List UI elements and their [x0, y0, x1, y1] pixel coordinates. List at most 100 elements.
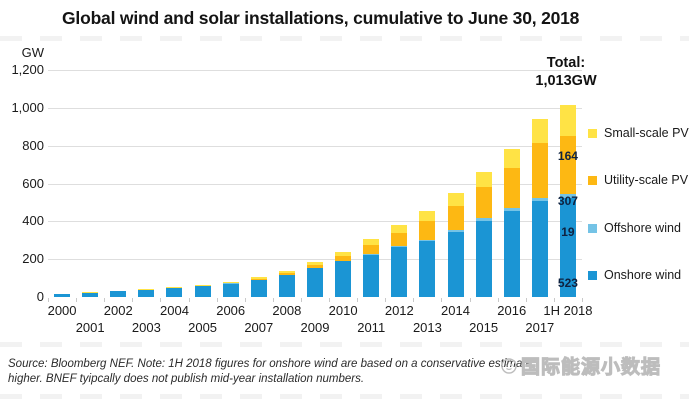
x-tick [385, 298, 387, 302]
gridline-400 [48, 221, 582, 223]
segment-onshore-wind [306, 268, 323, 297]
bar-2014 [441, 193, 469, 297]
bar-2003 [132, 289, 160, 297]
segment-utility-scale-pv [306, 265, 323, 268]
gridline-800 [48, 145, 582, 147]
bar-2002 [104, 290, 132, 297]
segment-utility-scale-pv [391, 233, 408, 247]
x-tick-label-2017: 2017 [525, 320, 555, 335]
x-tick-label-2016: 2016 [497, 303, 527, 318]
legend-swatch-icon [588, 175, 597, 185]
x-tick [244, 298, 246, 302]
source-note: Source: Bloomberg NEF. Note: 1H 2018 fig… [8, 357, 668, 387]
bar-2000 [48, 293, 76, 297]
segment-utility-scale-pv [447, 206, 464, 231]
segment-onshore-wind [138, 289, 155, 297]
segment-onshore-wind [194, 286, 211, 297]
legend-item-offshore-wind: Offshore wind [588, 221, 681, 235]
segment-offshore-wind [363, 253, 380, 255]
segment-small-scale-pv [531, 118, 548, 144]
x-tick [441, 298, 443, 302]
bar-2010 [329, 251, 357, 297]
x-tick [104, 298, 106, 302]
legend: Small-scale PV Utility-scale PV Offshore w… [588, 0, 689, 400]
legend-swatch-icon [588, 128, 597, 138]
x-tick [132, 298, 134, 302]
segment-small-scale-pv [335, 251, 352, 256]
segment-offshore-wind [335, 260, 352, 262]
x-tick [160, 298, 162, 302]
legend-item-utility-scale-pv: Utility-scale PV [588, 173, 688, 187]
bar-2015 [470, 171, 498, 297]
x-tick [553, 298, 555, 302]
legend-swatch-icon [588, 223, 597, 233]
x-tick-label-2015: 2015 [469, 320, 499, 335]
bar-2011 [357, 238, 385, 297]
segment-onshore-wind [363, 254, 380, 297]
segment-value-label: 307 [557, 193, 578, 208]
segment-small-scale-pv [447, 193, 464, 207]
segment-onshore-wind [82, 292, 99, 297]
bar-2005 [189, 284, 217, 297]
chart-title: Global wind and solar installations, cum… [62, 8, 580, 28]
x-tick-label-2008: 2008 [272, 303, 302, 318]
legend-label: Small-scale PV [604, 126, 689, 140]
x-axis: 2000 2001 2002 2003 2004 2005 2006 2007 2008 2009… [48, 297, 593, 341]
segment-small-scale-pv [419, 210, 436, 222]
x-tick [188, 298, 190, 302]
segment-utility-scale-pv [419, 221, 436, 240]
y-tick-label-800: 800 [22, 137, 44, 153]
x-tick-label-2005: 2005 [188, 320, 218, 335]
x-tick-label-2012: 2012 [384, 303, 414, 318]
x-tick [469, 298, 471, 302]
segment-small-scale-pv [194, 284, 211, 286]
segment-onshore-wind [419, 241, 436, 297]
gridline-200 [48, 259, 582, 261]
faint-dash-row-bottom [0, 394, 689, 399]
bar-2016 [498, 149, 526, 297]
y-axis-unit: GW [21, 45, 44, 60]
segment-utility-scale-pv [559, 136, 576, 195]
plot-area: 523 19 307 164 [48, 70, 582, 297]
source-note-line2: higher. BNEF tyipcally does not publish … [8, 373, 365, 385]
segment-small-scale-pv [250, 277, 267, 279]
y-tick-label-1200: 1,200 [11, 62, 44, 77]
segment-offshore-wind [447, 230, 464, 232]
x-tick-label-2001: 2001 [75, 320, 105, 335]
total-annotation-line1: Total: [546, 55, 586, 71]
segment-value-label: 19 [561, 224, 575, 239]
gridline-600 [48, 183, 582, 185]
x-tick [582, 298, 583, 302]
segment-offshore-wind [531, 197, 548, 202]
x-tick [413, 298, 415, 302]
x-tick-label-2004: 2004 [160, 303, 189, 318]
segment-onshore-wind [391, 247, 408, 297]
bar-2008 [273, 271, 301, 297]
x-tick [300, 298, 302, 302]
segment-onshore-wind [335, 261, 352, 297]
bar-2004 [160, 287, 188, 297]
bar-2017 [526, 118, 554, 297]
y-tick-label-600: 600 [22, 175, 44, 191]
x-tick-label-2007: 2007 [244, 320, 274, 335]
y-tick-label-400: 400 [22, 213, 44, 229]
x-tick-label-2002: 2002 [103, 303, 133, 318]
segment-utility-scale-pv [250, 278, 267, 280]
segment-utility-scale-pv [531, 143, 548, 198]
x-tick [216, 298, 218, 302]
x-tick-label-2009: 2009 [300, 320, 330, 335]
x-tick [48, 298, 49, 302]
legend-label: Onshore wind [604, 268, 682, 282]
bar-2009 [301, 262, 329, 297]
x-tick [357, 298, 359, 302]
segment-small-scale-pv [503, 149, 520, 168]
segment-offshore-wind [559, 194, 576, 199]
legend-item-small-scale-pv: Small-scale PV [588, 126, 689, 140]
y-tick-label-0: 0 [36, 289, 44, 304]
x-tick-label-1h-2018: 1H 2018 [543, 303, 593, 318]
x-tick [272, 298, 274, 302]
watermark: 国际能源小数据 [500, 352, 661, 379]
y-tick-label-200: 200 [22, 251, 44, 267]
x-tick-label-2003: 2003 [131, 320, 161, 335]
